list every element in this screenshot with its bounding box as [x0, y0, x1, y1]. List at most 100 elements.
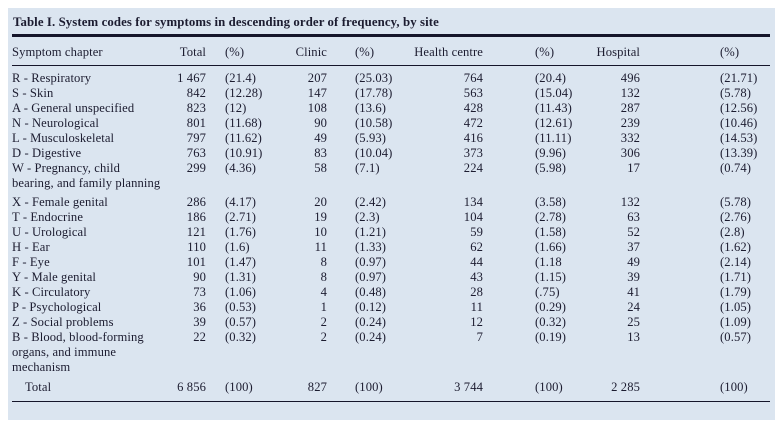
hospital-pct-cell: (2.14)	[720, 255, 752, 269]
hospital-pct-cell: (2.8)	[720, 225, 745, 239]
health-centre-cell: 44	[470, 255, 483, 269]
table-row: K - Circulatory 73 (1.06) 4 (0.48) 28 (.…	[12, 285, 770, 300]
hospital-cell: 49	[627, 255, 640, 269]
hospital-pct-cell: (14.53)	[720, 131, 758, 145]
total-cell: 36	[193, 300, 206, 314]
clinic-pct-cell: (10.04)	[355, 146, 393, 160]
symptom-chapter-cell: B - Blood, blood-forming organs, and imm…	[12, 330, 144, 374]
symptom-chapter-cell: U - Urological	[12, 225, 87, 239]
symptom-chapter-cell: T - Endocrine	[12, 210, 84, 224]
clinic-cell: 58	[314, 161, 327, 175]
total-cell: 121	[186, 225, 206, 239]
total-cell: 801	[186, 116, 206, 130]
total-pct-cell: (10.91)	[225, 146, 263, 160]
column-header-health-centre-pct: (%)	[483, 37, 568, 66]
total-pct-cell: (1.31)	[225, 270, 257, 284]
health-centre-pct-cell: (1.66)	[535, 240, 567, 254]
hospital-pct-cell: (5.78)	[720, 86, 752, 100]
clinic-pct-cell: (0.48)	[355, 285, 387, 299]
total-cell: 299	[186, 161, 206, 175]
total-pct-cell: (1.47)	[225, 255, 257, 269]
total-cell: 186	[186, 210, 206, 224]
symptom-chapter-cell: R - Respiratory	[12, 71, 92, 85]
table-row: Z - Social problems 39 (0.57) 2 (0.24) 1…	[12, 315, 770, 330]
hospital-cell: 239	[620, 116, 640, 130]
health-centre-pct-cell: (5.98)	[535, 161, 567, 175]
hospital-pct-cell: (21.71)	[720, 71, 758, 85]
total-cell: 6 856	[177, 380, 206, 394]
total-pct-cell: (4.36)	[225, 161, 257, 175]
symptom-chapter-cell: L - Musculoskeletal	[12, 131, 115, 145]
health-centre-cell: 373	[463, 146, 483, 160]
clinic-pct-cell: (1.33)	[355, 240, 387, 254]
hospital-pct-cell: (13.39)	[720, 146, 758, 160]
clinic-cell: 147	[307, 86, 327, 100]
total-cell: 90	[193, 270, 206, 284]
total-cell: 39	[193, 315, 206, 329]
symptom-chapter-cell: X - Female genital	[12, 195, 108, 209]
health-centre-pct-cell: (0.32)	[535, 315, 567, 329]
clinic-cell: 1	[320, 300, 327, 314]
total-pct-cell: (11.62)	[225, 131, 262, 145]
clinic-cell: 90	[314, 116, 327, 130]
clinic-pct-cell: (0.97)	[355, 255, 387, 269]
symptom-chapter-cell: H - Ear	[12, 240, 50, 254]
health-centre-pct-cell: (1.15)	[535, 270, 567, 284]
table-row: F - Eye 101 (1.47) 8 (0.97) 44 (1.18 49 …	[12, 255, 770, 270]
total-cell: 763	[186, 146, 206, 160]
hospital-cell: 2 285	[611, 380, 640, 394]
clinic-cell: 11	[314, 240, 327, 254]
total-pct-cell: (2.71)	[225, 210, 257, 224]
clinic-pct-cell: (0.24)	[355, 330, 387, 344]
hospital-pct-cell: (10.46)	[720, 116, 758, 130]
health-centre-cell: 416	[463, 131, 483, 145]
clinic-pct-cell: (0.24)	[355, 315, 387, 329]
column-header-hospital-pct: (%)	[640, 37, 770, 66]
column-header-hospital: Hospital	[568, 37, 640, 66]
hospital-pct-cell: (1.71)	[720, 270, 752, 284]
hospital-cell: 17	[627, 161, 640, 175]
hospital-cell: 41	[627, 285, 640, 299]
table-row: L - Musculoskeletal 797 (11.62) 49 (5.93…	[12, 131, 770, 146]
clinic-cell: 49	[314, 131, 327, 145]
symptom-chapter-cell: P - Psychological	[12, 300, 102, 314]
health-centre-cell: 12	[470, 315, 483, 329]
health-centre-cell: 428	[463, 101, 483, 115]
table-row: Total 6 856 (100) 827 (100) 3 744 (100) …	[12, 379, 770, 402]
table-header-row: Symptom chapter Total (%) Clinic (%) Hea…	[12, 37, 770, 66]
total-pct-cell: (11.68)	[225, 116, 262, 130]
total-cell: 101	[186, 255, 206, 269]
total-pct-cell: (1.6)	[225, 240, 250, 254]
health-centre-pct-cell: (0.19)	[535, 330, 567, 344]
clinic-cell: 4	[320, 285, 327, 299]
hospital-cell: 332	[620, 131, 640, 145]
clinic-pct-cell: (0.97)	[355, 270, 387, 284]
hospital-cell: 25	[627, 315, 640, 329]
hospital-pct-cell: (1.79)	[720, 285, 752, 299]
clinic-cell: 10	[314, 225, 327, 239]
health-centre-pct-cell: (11.11)	[535, 131, 572, 145]
total-pct-cell: (4.17)	[225, 195, 257, 209]
table-row: B - Blood, blood-forming organs, and imm…	[12, 330, 770, 379]
total-pct-cell: (0.57)	[225, 315, 257, 329]
health-centre-cell: 43	[470, 270, 483, 284]
hospital-pct-cell: (1.09)	[720, 315, 752, 329]
health-centre-pct-cell: (2.78)	[535, 210, 567, 224]
health-centre-pct-cell: (20.4)	[535, 71, 567, 85]
column-header-health-centre: Health centre	[407, 37, 483, 66]
hospital-cell: 24	[627, 300, 640, 314]
table-panel: Table I. System codes for symptoms in de…	[8, 8, 775, 420]
hospital-cell: 37	[627, 240, 640, 254]
health-centre-cell: 11	[470, 300, 483, 314]
total-cell: 22	[193, 330, 206, 344]
total-pct-cell: (1.76)	[225, 225, 257, 239]
clinic-pct-cell: (7.1)	[355, 161, 380, 175]
column-header-total-pct: (%)	[206, 37, 276, 66]
health-centre-cell: 224	[463, 161, 483, 175]
health-centre-pct-cell: (.75)	[535, 285, 560, 299]
column-header-total: Total	[164, 37, 206, 66]
table-row: N - Neurological 801 (11.68) 90 (10.58) …	[12, 116, 770, 131]
table-row: A - General unspecified 823 (12) 108 (13…	[12, 101, 770, 116]
column-header-clinic-pct: (%)	[327, 37, 407, 66]
clinic-pct-cell: (17.78)	[355, 86, 393, 100]
